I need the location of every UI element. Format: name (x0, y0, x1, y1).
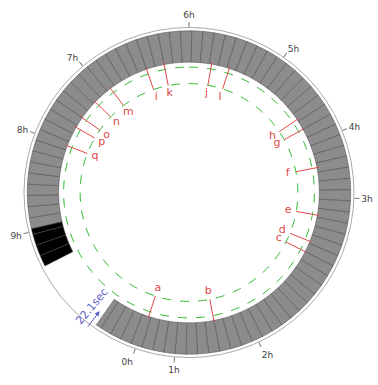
svg-text:3h: 3h (361, 194, 372, 204)
svg-text:d: d (279, 223, 286, 236)
svg-text:e: e (285, 203, 292, 216)
svg-text:i: i (155, 90, 158, 103)
svg-text:g: g (274, 136, 281, 149)
svg-text:f: f (286, 166, 291, 179)
svg-text:8h: 8h (17, 125, 28, 135)
svg-text:5h: 5h (288, 44, 299, 54)
svg-text:p: p (98, 135, 105, 148)
svg-text:2h: 2h (262, 350, 273, 360)
svg-text:1h: 1h (168, 365, 179, 375)
svg-text:o: o (103, 128, 110, 141)
svg-text:6h: 6h (183, 10, 194, 20)
svg-text:n: n (113, 115, 120, 128)
svg-text:22.1sec: 22.1sec (73, 286, 111, 327)
svg-text:l: l (219, 90, 222, 103)
svg-text:m: m (123, 105, 134, 118)
svg-text:k: k (167, 86, 174, 99)
svg-text:4h: 4h (349, 122, 360, 132)
svg-text:c: c (276, 231, 282, 244)
svg-text:j: j (204, 86, 208, 99)
svg-text:7h: 7h (67, 53, 78, 63)
svg-text:a: a (155, 281, 162, 294)
svg-text:b: b (205, 284, 212, 297)
svg-text:9h: 9h (10, 231, 21, 241)
svg-text:q: q (92, 149, 99, 162)
svg-text:h: h (269, 129, 276, 142)
svg-text:0h: 0h (121, 357, 132, 367)
